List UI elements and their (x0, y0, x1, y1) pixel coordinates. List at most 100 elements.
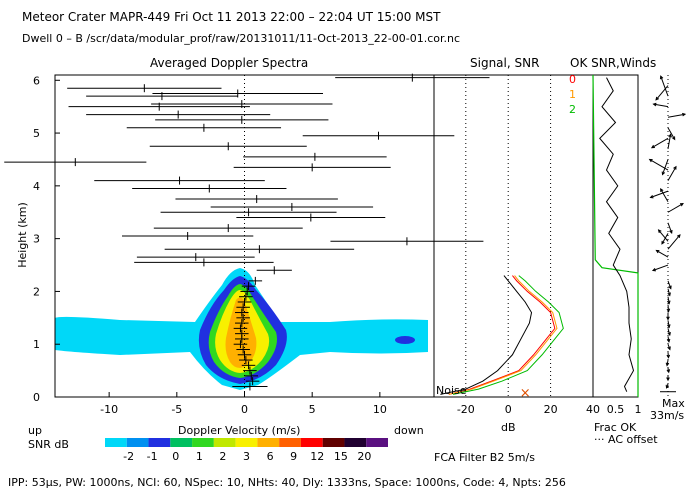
wind-arrow-head (665, 384, 670, 389)
colorbar-swatch (257, 438, 280, 447)
colorbar-tick-label: 9 (290, 450, 297, 463)
winds-title: OK SNR,Winds (570, 56, 657, 70)
colorbar-swatch (170, 438, 193, 447)
wind-arrow-head (666, 308, 671, 313)
x-tick-label: -5 (171, 403, 182, 416)
wind-arrow (650, 190, 669, 198)
wind-arrow-head (671, 136, 676, 141)
y-tick-label: 6 (33, 74, 40, 87)
x-tick-label: 5 (309, 403, 316, 416)
x-axis-label: Doppler Velocity (m/s) (178, 424, 301, 437)
legend-entry: 0 (569, 73, 576, 86)
snr-tick-label: 20 (544, 403, 558, 416)
frac-ok-label: Frac OK (594, 421, 637, 434)
spectra-heatmap (55, 268, 428, 390)
wind-arrow (667, 134, 672, 149)
wind-arrow-head (649, 194, 654, 199)
wind-arrow (667, 166, 677, 181)
wind-arrow (667, 222, 673, 234)
wind-arrow-head (666, 338, 671, 343)
colorbar-swatch (322, 438, 345, 447)
colorbar-swatch (148, 438, 171, 447)
wind-arrow-head (668, 133, 672, 138)
snr-line-snr-1 (448, 275, 558, 395)
colorbar-swatch (213, 438, 236, 447)
wind-arrow (667, 328, 671, 336)
y-tick-label: 0 (33, 391, 40, 404)
wind-arrow-head (673, 165, 677, 170)
wind-arrow (667, 127, 676, 140)
wind-arrow-head (676, 234, 681, 238)
wind-arrow-head (666, 300, 671, 305)
snr-marker: × (520, 386, 531, 401)
colorbar-swatch (105, 438, 127, 447)
colorbar-tick-label: 2 (219, 450, 226, 463)
snr-tick-label: 40 (586, 403, 600, 416)
wind-arrow-head (665, 362, 670, 367)
wind-arrow-head (667, 346, 671, 351)
ac-offset-label: ··· AC offset (594, 433, 658, 446)
colorbar-tick-label: 20 (357, 450, 371, 463)
colorbar-swatch (126, 438, 149, 447)
wind-arrow (662, 159, 669, 175)
wind-arrow (667, 113, 686, 118)
frac-ok-line (592, 74, 639, 397)
colorbar-tick-label: -1 (147, 450, 158, 463)
wind-arrow-head (652, 102, 657, 107)
wind-arrow (652, 264, 669, 271)
wind-arrow-head (666, 369, 671, 374)
wind-arrow-head (669, 229, 673, 234)
snr-panel: -20 0 20 40× (433, 74, 600, 416)
wind-arrow-head (648, 158, 653, 163)
snr-tick-label: -20 (457, 403, 475, 416)
wind-max-value: 33m/s (650, 409, 685, 422)
y-tick-label: 3 (33, 233, 40, 246)
heatmap-blue-patch (395, 336, 415, 344)
colorbar: -2 -1 0 1 2 3 6 9 12 15 20 (105, 438, 388, 463)
colorbar-swatch (192, 438, 214, 447)
wind-arrow-head (666, 354, 671, 359)
snr-line-signal (440, 275, 533, 395)
x-tick-label: 10 (373, 403, 387, 416)
wind-arrow (660, 76, 669, 97)
y-tick-label: 5 (33, 127, 40, 140)
wind-arrow (667, 280, 672, 289)
heatmap-orange-core (225, 297, 257, 368)
y-tick-label: 2 (33, 285, 40, 298)
colorbar-tick-label: 0 (172, 450, 179, 463)
wind-arrow (667, 234, 681, 250)
colorbar-swatch (344, 438, 367, 447)
wind-arrow (658, 229, 669, 242)
wind-arrow (667, 296, 670, 304)
y-tick-label: 4 (33, 180, 40, 193)
snr-title: Signal, SNR (470, 56, 540, 70)
noise-label: Noise (436, 384, 467, 397)
snr-tick-label: 0 (505, 403, 512, 416)
spectra-axes: 0 1 2 3 4 5 6 -10 -5 0 5 10 (33, 74, 435, 416)
wind-arrow-head (667, 292, 671, 297)
wind-arrow-head (668, 285, 672, 290)
wind-arrow-head (660, 188, 664, 192)
wind-arrow (667, 304, 670, 312)
wind-arrow-head (651, 267, 657, 272)
wind-max-label: Max (662, 397, 685, 410)
ac-offset-line (599, 77, 635, 392)
wind-arrow (667, 203, 684, 213)
snr-line-snr-2 (452, 275, 564, 395)
legend-entry: 2 (569, 103, 576, 116)
colorbar-swatch (279, 438, 301, 447)
file-path: Dwell 0 – B /scr/data/modular_prof/raw/2… (22, 32, 461, 45)
colorbar-tick-label: 6 (267, 450, 274, 463)
wind-arrow-head (650, 144, 655, 149)
wind-arrow (656, 249, 669, 258)
wind-arrow (667, 288, 671, 296)
spectra-title: Averaged Doppler Spectra (150, 56, 309, 70)
y-tick-label: 1 (33, 338, 40, 351)
colorbar-swatch (300, 438, 323, 447)
wind-arrow (661, 233, 669, 245)
wind-arrow-head (682, 112, 687, 117)
wind-arrow-head (661, 171, 666, 176)
wind-arrow (667, 320, 670, 328)
colorbar-label: SNR dB (28, 438, 69, 451)
wind-arrow-head (666, 324, 671, 329)
